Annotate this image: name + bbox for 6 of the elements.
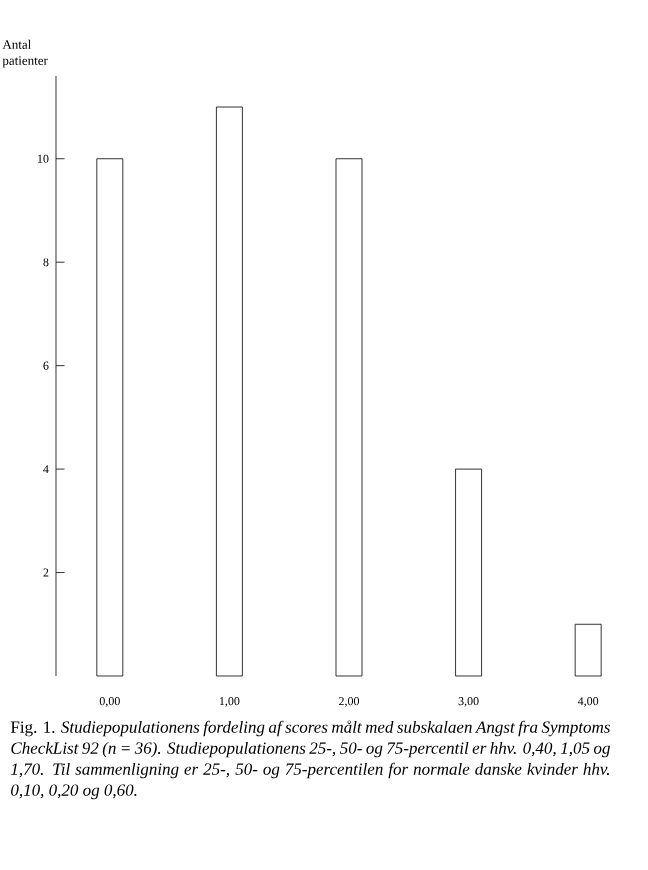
bar	[96, 158, 124, 677]
bar	[574, 623, 602, 677]
bar	[455, 468, 482, 677]
bar	[335, 158, 363, 677]
caption: Fig. 1. Studiepopulationens fordeling af scores målt med subskalaen Angst fra Symptoms CheckList 92 (n = 36). Studiepopulationens 25-, 50- og 75-percentil er hhv. 0,40, 1,05 og 1,70. Til sammenligning er 25-, 50- og 75-percentilen for normale danske kvinder hhv. 0,10, 0,20 og 0,60.	[10, 720, 610, 800]
bar	[216, 106, 243, 677]
